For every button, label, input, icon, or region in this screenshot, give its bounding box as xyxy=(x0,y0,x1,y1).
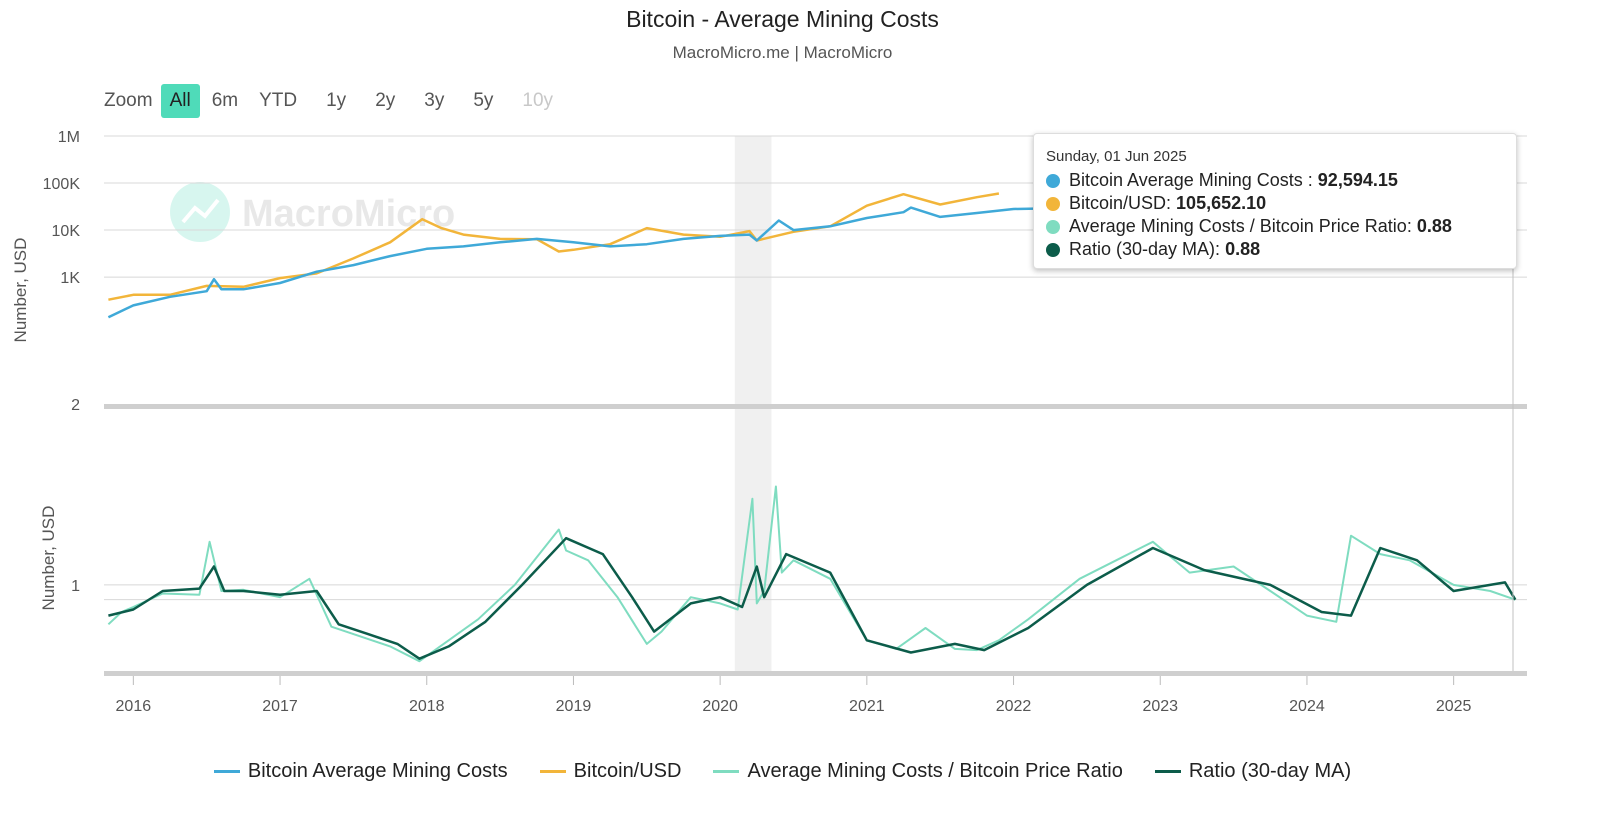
y-tick-label: 1 xyxy=(71,578,80,595)
tooltip-row-btc-usd: Bitcoin/USD: 105,652.10 xyxy=(1046,192,1504,215)
series-bitcoin-usd-line xyxy=(108,192,1000,301)
tooltip-label: Ratio (30-day MA): xyxy=(1069,239,1221,259)
x-tick-label: 2024 xyxy=(1289,698,1325,715)
tooltip-date: Sunday, 01 Jun 2025 xyxy=(1046,148,1187,165)
zoom-label: Zoom xyxy=(104,90,153,111)
tooltip-label: Average Mining Costs / Bitcoin Price Rat… xyxy=(1069,216,1412,236)
watermark-text: MacroMicro xyxy=(242,193,455,235)
tooltip-dot-icon xyxy=(1046,219,1060,234)
x-tick-label: 2025 xyxy=(1436,698,1472,715)
legend-item-ratio-ma[interactable]: Ratio (30-day MA) xyxy=(1154,760,1352,783)
legend-item-ratio[interactable]: Average Mining Costs / Bitcoin Price Rat… xyxy=(713,760,1123,783)
tooltip-row-ratio-ma: Ratio (30-day MA): 0.88 xyxy=(1046,238,1504,261)
x-tick-label: 2023 xyxy=(1142,698,1178,715)
x-tick-label: 2022 xyxy=(996,698,1032,715)
tooltip-label: Bitcoin Average Mining Costs : xyxy=(1069,170,1313,190)
watermark: MacroMicro xyxy=(170,182,455,242)
watermark-trend-icon xyxy=(181,198,220,224)
series-ratio-ma-line xyxy=(108,536,1517,660)
y-tick-label: 100K xyxy=(43,176,81,193)
zoom-6m-button[interactable]: 6m xyxy=(211,90,239,111)
tooltip-row-mining-cost: Bitcoin Average Mining Costs : 92,594.15 xyxy=(1046,169,1504,192)
legend-line-icon xyxy=(1154,770,1181,773)
y-tick-label: 1K xyxy=(60,270,80,287)
zoom-3y-button[interactable]: 3y xyxy=(424,90,445,111)
x-tick-label: 2020 xyxy=(702,698,738,715)
y-tick-label: 2 xyxy=(71,397,80,414)
y-tick-label: 1M xyxy=(58,129,80,146)
panel-separator xyxy=(104,404,1527,409)
series-ratio-line xyxy=(107,485,1516,663)
tooltip-value: 0.88 xyxy=(1225,239,1261,259)
tooltip-value: 92,594.15 xyxy=(1317,170,1398,190)
x-tick-label: 2018 xyxy=(409,698,445,715)
zoom-10y-button: 10y xyxy=(522,90,554,111)
tooltip-value: 0.88 xyxy=(1416,216,1452,236)
x-tick-label: 2019 xyxy=(556,698,592,715)
legend-label: Average Mining Costs / Bitcoin Price Rat… xyxy=(747,760,1123,782)
legend-line-icon xyxy=(713,770,740,773)
y-axis-title: Number, USD xyxy=(39,506,58,611)
legend-item-mining-cost[interactable]: Bitcoin Average Mining Costs xyxy=(213,760,508,783)
zoom-all-button[interactable]: All xyxy=(160,84,200,118)
zoom-2y-button[interactable]: 2y xyxy=(375,90,396,111)
chart-title: Bitcoin - Average Mining Costs xyxy=(626,6,939,32)
hover-tooltip: Sunday, 01 Jun 2025 Bitcoin Average Mini… xyxy=(1033,133,1517,269)
zoom-bar: Zoom All 6m YTD 1y 2y 3y 5y 10y xyxy=(104,84,565,118)
legend-label: Bitcoin Average Mining Costs xyxy=(247,760,508,782)
legend-label: Ratio (30-day MA) xyxy=(1188,760,1352,782)
zoom-5y-button[interactable]: 5y xyxy=(473,90,494,111)
tooltip-row-ratio: Average Mining Costs / Bitcoin Price Rat… xyxy=(1046,215,1504,238)
legend-label: Bitcoin/USD xyxy=(573,760,682,782)
legend-line-icon xyxy=(539,770,566,773)
x-axis-bar xyxy=(104,671,1527,676)
zoom-ytd-button[interactable]: YTD xyxy=(259,90,298,111)
tooltip-label: Bitcoin/USD: xyxy=(1069,193,1172,213)
x-tick-label: 2016 xyxy=(116,698,152,715)
x-tick-label: 2017 xyxy=(262,698,298,715)
y-axis-title: Number, USD xyxy=(11,238,30,343)
tooltip-value: 105,652.10 xyxy=(1176,193,1267,213)
tooltip-dot-icon xyxy=(1046,196,1060,211)
tooltip-dot-icon xyxy=(1046,242,1060,257)
y-tick-label: 10K xyxy=(52,223,81,240)
chart-subtitle: MacroMicro.me | MacroMicro xyxy=(672,43,893,62)
chart-legend: Bitcoin Average Mining Costs Bitcoin/USD… xyxy=(0,760,1565,783)
watermark-logo-icon xyxy=(170,182,230,242)
x-tick-label: 2021 xyxy=(849,698,885,715)
tooltip-dot-icon xyxy=(1046,173,1060,188)
legend-line-icon xyxy=(213,770,240,773)
zoom-1y-button[interactable]: 1y xyxy=(326,90,347,111)
legend-item-btc-usd[interactable]: Bitcoin/USD xyxy=(539,760,682,783)
